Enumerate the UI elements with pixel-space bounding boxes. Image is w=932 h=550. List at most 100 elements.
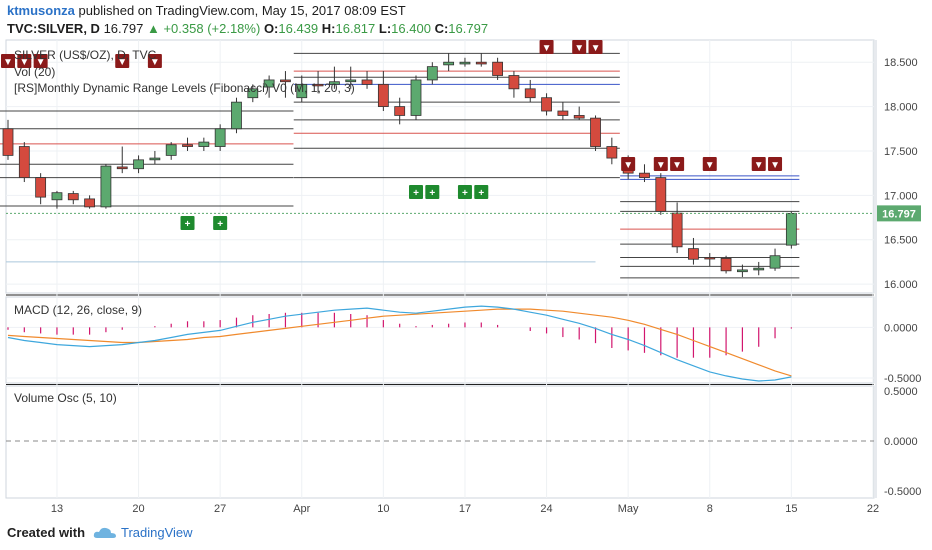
sell-signal-icon: ▼ — [539, 40, 554, 54]
candle-body — [345, 79, 357, 83]
signal-marker-glyph: ▼ — [770, 160, 780, 171]
volume-osc-legend[interactable]: Volume Osc (5, 10) — [14, 391, 117, 405]
candle-body — [671, 212, 683, 248]
time-tick-label: May — [618, 503, 639, 515]
signal-marker-box — [17, 54, 32, 68]
candle-body — [100, 165, 112, 208]
time-tick-label: 22 — [867, 503, 879, 515]
macd-line — [7, 305, 792, 382]
candle-body — [377, 83, 389, 107]
sell-signal-icon: ▼ — [147, 54, 162, 68]
sell-signal-icon: ▼ — [115, 54, 130, 68]
sell-signal-icon: ▼ — [702, 157, 717, 171]
signal-marker-glyph: + — [185, 219, 191, 230]
candle-body — [280, 79, 291, 83]
candle-body — [51, 192, 63, 201]
buy-signal-icon: + — [409, 185, 423, 199]
signal-marker-glyph: ▼ — [36, 57, 46, 68]
signal-marker-box — [539, 40, 554, 54]
time-tick-label: Apr — [293, 503, 310, 515]
publish-line: ktmusonza published on TradingView.com, … — [7, 3, 406, 18]
macd-pane — [5, 296, 875, 384]
candle-body — [296, 83, 308, 99]
price-tick-label: 18.000 — [884, 102, 918, 114]
open-value: 16.439 — [278, 21, 319, 36]
sell-signal-icon: ▼ — [751, 157, 766, 171]
macd-legend[interactable]: MACD (12, 26, close, 9) — [14, 303, 143, 317]
signal-marker-glyph: ▼ — [705, 160, 715, 171]
signal-marker-box — [180, 216, 195, 230]
candle-body — [263, 79, 275, 88]
volume-osc-tick-label: -0.5000 — [884, 486, 921, 498]
time-tick-label: 15 — [785, 503, 797, 515]
last-price-badge — [877, 205, 921, 222]
price-tick-label: 18.500 — [884, 57, 918, 69]
signal-marker-glyph: ▼ — [591, 43, 601, 54]
time-tick-label: 24 — [540, 503, 552, 515]
candle-body — [231, 101, 242, 130]
candle-body — [459, 61, 471, 65]
candle-body — [312, 83, 324, 87]
signal-marker-box — [621, 157, 636, 171]
signal-marker-box — [768, 157, 783, 171]
footer: Created with TradingView — [7, 525, 193, 540]
range-levels-legend[interactable]: [RS]Monthly Dynamic Range Levels (Fibona… — [14, 81, 355, 95]
time-tick-label: 20 — [132, 503, 144, 515]
change-arrow-icon: ▲ — [146, 21, 160, 36]
signal-marker-glyph: + — [478, 188, 484, 199]
signal-marker-box — [670, 157, 685, 171]
signal-marker-box — [751, 157, 766, 171]
candle-body — [67, 193, 79, 201]
signal-marker-glyph: + — [462, 188, 468, 199]
high-label: H: — [321, 21, 336, 36]
signal-marker-glyph: + — [217, 219, 223, 230]
macd-tick-label: -0.5000 — [884, 373, 921, 385]
time-tick-label: 17 — [459, 503, 471, 515]
sell-signal-icon: ▼ — [33, 54, 48, 68]
open-label: O: — [263, 21, 279, 36]
symbol-legend[interactable]: SILVER (US$/OZ), D, TVC — [14, 48, 157, 62]
signal-marker-box — [425, 185, 440, 199]
close-label: C: — [434, 21, 449, 36]
candle-body — [606, 146, 618, 159]
signal-marker-box — [588, 40, 603, 54]
time-tick-label: 27 — [214, 503, 226, 515]
signal-marker-glyph: ▼ — [542, 43, 552, 54]
candle-body — [361, 79, 373, 85]
candle-body — [590, 117, 601, 147]
candle-body — [704, 257, 716, 260]
candle-body — [443, 61, 455, 66]
volume-legend[interactable]: Vol (20) — [14, 65, 56, 79]
sell-signal-icon: ▼ — [588, 40, 603, 54]
candle-body — [769, 255, 781, 269]
high-value: 16.817 — [335, 21, 376, 36]
volume-osc-tick-label: 0.5000 — [884, 386, 918, 398]
signal-marker-box — [147, 54, 162, 68]
candle-body — [182, 144, 193, 147]
signal-marker-box — [702, 157, 717, 171]
candle-body — [328, 81, 340, 85]
close-value: 16.797 — [448, 21, 489, 36]
signal-marker-box — [457, 185, 472, 199]
price-pane — [5, 39, 875, 294]
signal-marker-glyph: ▼ — [574, 43, 584, 54]
last-price: 16.797 — [103, 21, 144, 36]
signal-marker-glyph: + — [413, 188, 419, 199]
candle-body — [720, 257, 732, 272]
candle-body — [688, 248, 699, 260]
author-name[interactable]: ktmusonza — [7, 3, 75, 18]
signal-marker-box — [115, 54, 130, 68]
volume-osc-tick-label: 0.0000 — [884, 436, 918, 448]
time-tick-label: 13 — [51, 503, 63, 515]
published-text: published on TradingView.com, May 15, 20… — [78, 3, 406, 18]
time-tick-label: 8 — [707, 503, 713, 515]
tradingview-brand[interactable]: TradingView — [93, 525, 193, 540]
signal-marker-box — [653, 157, 668, 171]
candle-body — [394, 106, 406, 116]
candle-body — [573, 115, 585, 119]
low-value: 16.400 — [391, 21, 431, 36]
sell-signal-icon: ▼ — [572, 40, 587, 54]
signal-marker-glyph: ▼ — [754, 160, 764, 171]
candle-body — [149, 157, 161, 161]
